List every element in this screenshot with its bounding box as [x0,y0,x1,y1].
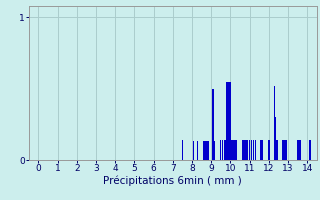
Bar [275,117,276,160]
Bar [234,140,235,160]
Bar [225,140,226,160]
Bar [300,140,301,160]
Bar [206,141,207,160]
Bar [246,140,247,160]
Bar [204,141,205,160]
Bar [269,140,270,160]
Bar [249,140,250,160]
Bar [268,140,269,160]
Bar [235,140,236,160]
Bar [228,82,229,160]
Bar [182,140,183,160]
Bar [224,140,225,160]
Bar [207,141,208,160]
Bar [205,141,206,160]
Bar [245,140,246,160]
Bar [231,140,232,160]
Bar [283,140,284,160]
Bar [299,140,300,160]
Bar [253,140,254,160]
Bar [222,140,223,160]
Bar [226,82,227,160]
Bar [229,82,230,160]
Bar [233,140,234,160]
Bar [244,140,245,160]
Bar [197,141,198,160]
Bar [297,140,298,160]
Bar [220,140,221,160]
Bar [274,86,275,160]
Bar [232,140,233,160]
Bar [276,140,277,160]
Bar [277,140,278,160]
Bar [282,140,283,160]
Bar [208,141,209,160]
Bar [251,140,252,160]
Bar [247,140,248,160]
Bar [298,140,299,160]
Bar [203,141,204,160]
Bar [230,82,231,160]
X-axis label: Précipitations 6min ( mm ): Précipitations 6min ( mm ) [103,176,242,186]
Bar [227,82,228,160]
Bar [255,140,256,160]
